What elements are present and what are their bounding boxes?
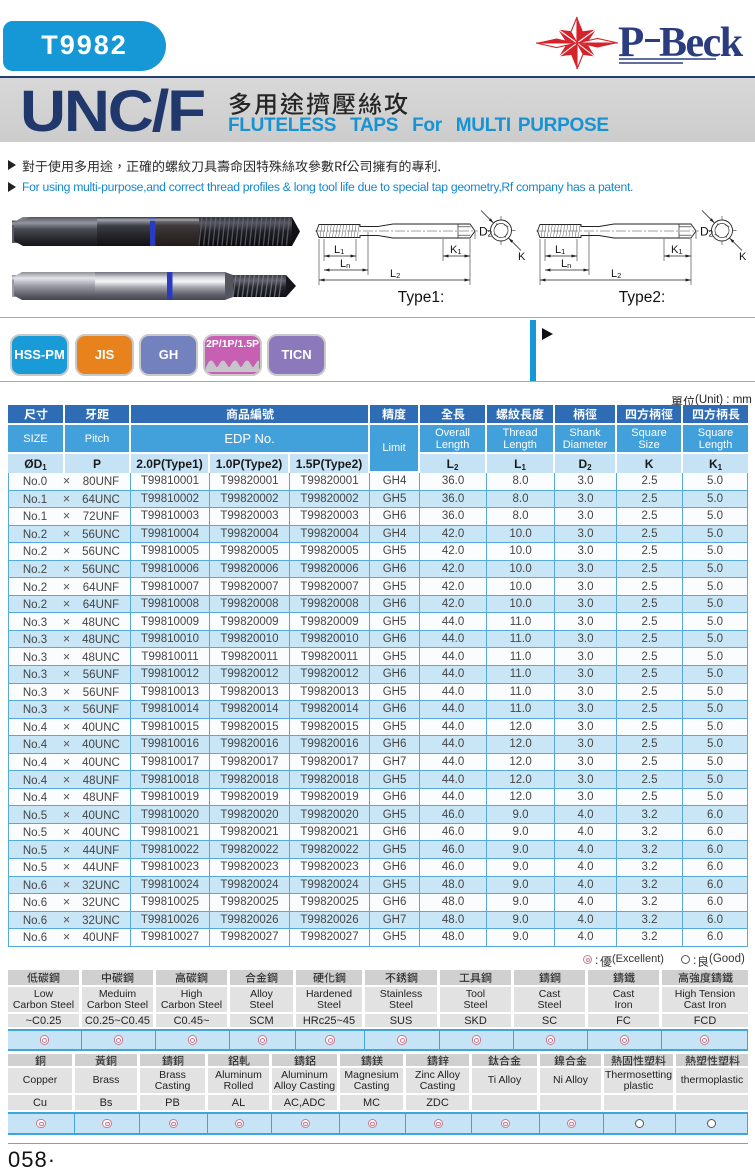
svg-text:K: K [518, 251, 526, 263]
svg-text:Type1:: Type1: [398, 289, 445, 306]
svg-text:K1: K1 [671, 244, 683, 256]
svg-text:K: K [739, 251, 747, 263]
svg-text:L1: L1 [334, 244, 344, 256]
svg-text:K1: K1 [450, 244, 462, 256]
svg-text:Type2:: Type2: [619, 289, 666, 306]
svg-text:Ln: Ln [340, 258, 350, 270]
svg-text:Ln: Ln [561, 258, 571, 270]
svg-text:L2: L2 [390, 268, 400, 280]
svg-text:L2: L2 [611, 268, 621, 280]
svg-text:L1: L1 [555, 244, 565, 256]
